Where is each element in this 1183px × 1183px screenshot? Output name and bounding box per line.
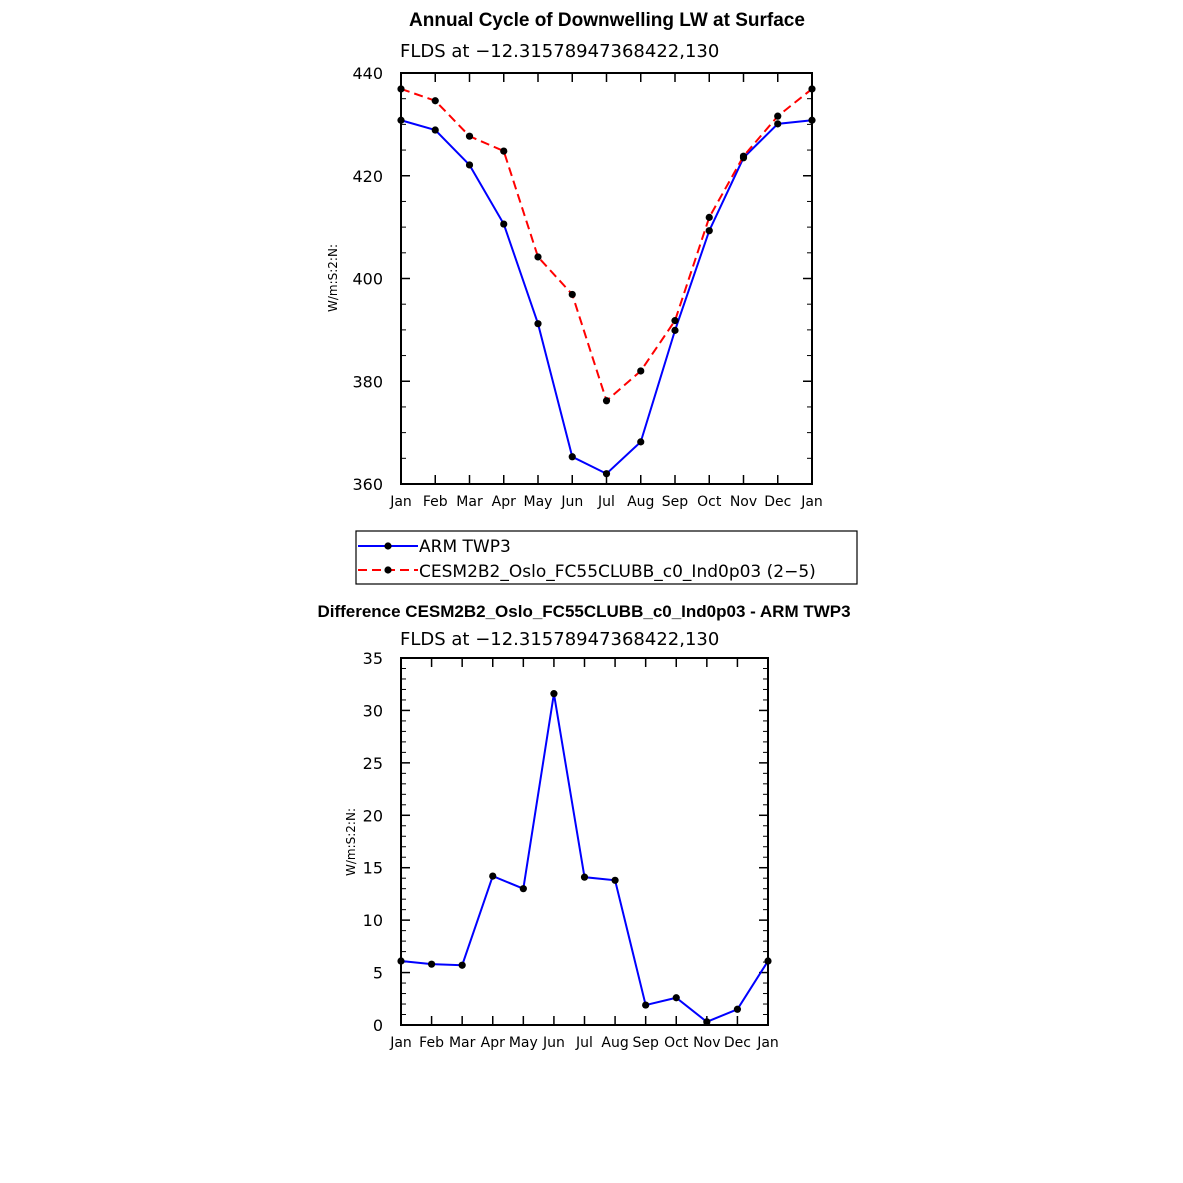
x-tick-label: Feb xyxy=(423,494,448,510)
y-tick-label: 0 xyxy=(373,1016,383,1035)
y-tick-label: 400 xyxy=(352,270,383,289)
series-0-point xyxy=(642,1001,650,1009)
series-0-point xyxy=(431,126,439,134)
x-tick-label: Oct xyxy=(664,1035,689,1051)
x-tick-label: Nov xyxy=(730,494,757,510)
series-0-point xyxy=(774,120,782,128)
x-tick-label: Sep xyxy=(632,1035,659,1051)
y-tick-label: 25 xyxy=(363,754,383,773)
x-tick-label: Jun xyxy=(542,1035,565,1051)
series-0-point xyxy=(671,326,679,334)
y-tick-label: 360 xyxy=(352,475,383,494)
x-tick-label: Jul xyxy=(597,494,615,510)
bottom-x-tick-labels: Jan Feb Mar Apr May Jun Jul Aug Sep Oct Nov Dec Jan xyxy=(389,1035,779,1051)
series-0-point xyxy=(519,885,527,893)
y-tick-label: 5 xyxy=(373,964,383,983)
top-axis-ticks xyxy=(400,72,813,485)
series-0-point xyxy=(500,220,508,228)
legend-marker-cesm xyxy=(384,566,392,574)
y-tick-label: 420 xyxy=(352,167,383,186)
x-tick-label: Dec xyxy=(764,494,791,510)
x-tick-label: Mar xyxy=(456,494,483,510)
x-tick-label: Mar xyxy=(449,1035,476,1051)
top-x-tick-labels: Jan Feb Mar Apr May Jun Jul Aug Sep Oct Nov Dec Jan xyxy=(389,494,823,510)
x-tick-label: May xyxy=(509,1035,538,1051)
x-tick-label: Jan xyxy=(800,494,823,510)
legend-box xyxy=(355,530,858,585)
legend-label-cesm: CESM2B2_Oslo_FC55CLUBB_c0_Ind0p03 (2−5) xyxy=(419,562,816,582)
series-0-point xyxy=(580,873,589,881)
bottom-panel: Difference CESM2B2_Oslo_FC55CLUBB_c0_Ind… xyxy=(317,602,850,1051)
x-tick-label: Jan xyxy=(389,494,412,510)
x-tick-label: Feb xyxy=(419,1035,444,1051)
series-0-point xyxy=(458,961,466,969)
y-tick-label: 20 xyxy=(363,806,383,825)
top-chart-title: Annual Cycle of Downwelling LW at Surfac… xyxy=(409,10,805,31)
series-0-point xyxy=(733,1005,742,1013)
x-tick-label: Jan xyxy=(389,1035,412,1051)
legend: ARM TWP3 CESM2B2_Oslo_FC55CLUBB_c0_Ind0p… xyxy=(355,530,858,585)
top-series-layer xyxy=(397,85,816,478)
legend-marker-arm xyxy=(384,542,392,550)
top-panel: Annual Cycle of Downwelling LW at Surfac… xyxy=(326,10,823,510)
series-line-0 xyxy=(400,693,769,1023)
y-tick-label: 380 xyxy=(352,372,383,391)
series-0-point xyxy=(550,690,558,698)
series-1-point xyxy=(602,397,611,405)
top-plot-frame xyxy=(400,72,813,485)
bottom-plot-frame xyxy=(400,657,769,1026)
series-0-point xyxy=(427,960,436,968)
x-tick-label: Sep xyxy=(662,494,689,510)
series-1-point xyxy=(739,152,748,160)
x-tick-label: Dec xyxy=(724,1035,751,1051)
top-y-tick-labels: 360 380 400 420 440 xyxy=(352,64,383,494)
bottom-y-tick-labels: 0 5 10 15 20 25 30 35 xyxy=(363,649,383,1035)
series-line-1 xyxy=(400,87,813,403)
y-tick-label: 15 xyxy=(363,859,383,878)
y-tick-label: 10 xyxy=(363,911,383,930)
y-tick-label: 30 xyxy=(363,701,383,720)
series-1-point xyxy=(637,367,645,375)
series-1-point xyxy=(671,317,679,325)
series-1-point xyxy=(705,213,713,221)
x-tick-label: May xyxy=(524,494,553,510)
x-tick-label: Nov xyxy=(693,1035,720,1051)
x-tick-label: Jun xyxy=(560,494,583,510)
y-tick-label: 35 xyxy=(363,649,383,668)
series-1-point xyxy=(568,290,576,299)
series-1-point xyxy=(534,253,542,261)
top-y-axis-label: W/m:S:2:N: xyxy=(326,244,340,312)
x-tick-label: Apr xyxy=(492,494,516,510)
series-line-0 xyxy=(400,119,813,475)
bottom-chart-title: Difference CESM2B2_Oslo_FC55CLUBB_c0_Ind… xyxy=(317,602,850,621)
x-tick-label: Aug xyxy=(601,1035,628,1051)
series-1-point xyxy=(431,97,439,105)
series-1-point xyxy=(500,147,508,155)
series-0-point xyxy=(568,453,576,461)
series-1-point xyxy=(465,132,474,140)
x-tick-label: Jan xyxy=(756,1035,779,1051)
bottom-series-layer xyxy=(397,690,772,1026)
series-0-point xyxy=(534,320,542,328)
series-1-point xyxy=(774,112,782,120)
series-0-point xyxy=(465,161,474,169)
series-0-point xyxy=(611,876,619,884)
bottom-y-axis-label: W/m:S:2:N: xyxy=(344,808,358,876)
series-0-point xyxy=(637,438,645,446)
bottom-axis-ticks xyxy=(400,657,769,1026)
x-tick-label: Aug xyxy=(627,494,654,510)
series-0-point xyxy=(489,872,497,880)
legend-label-arm: ARM TWP3 xyxy=(419,537,511,557)
x-tick-label: Jul xyxy=(575,1035,593,1051)
y-tick-label: 440 xyxy=(352,64,383,83)
bottom-chart-subtitle: FLDS at −12.31578947368422,130 xyxy=(400,629,719,650)
series-0-point xyxy=(672,994,680,1002)
x-tick-label: Apr xyxy=(481,1035,505,1051)
top-chart-subtitle: FLDS at −12.31578947368422,130 xyxy=(400,41,719,62)
series-0-point xyxy=(705,227,713,235)
series-0-point xyxy=(703,1018,711,1026)
series-0-point xyxy=(602,470,611,478)
x-tick-label: Oct xyxy=(697,494,722,510)
